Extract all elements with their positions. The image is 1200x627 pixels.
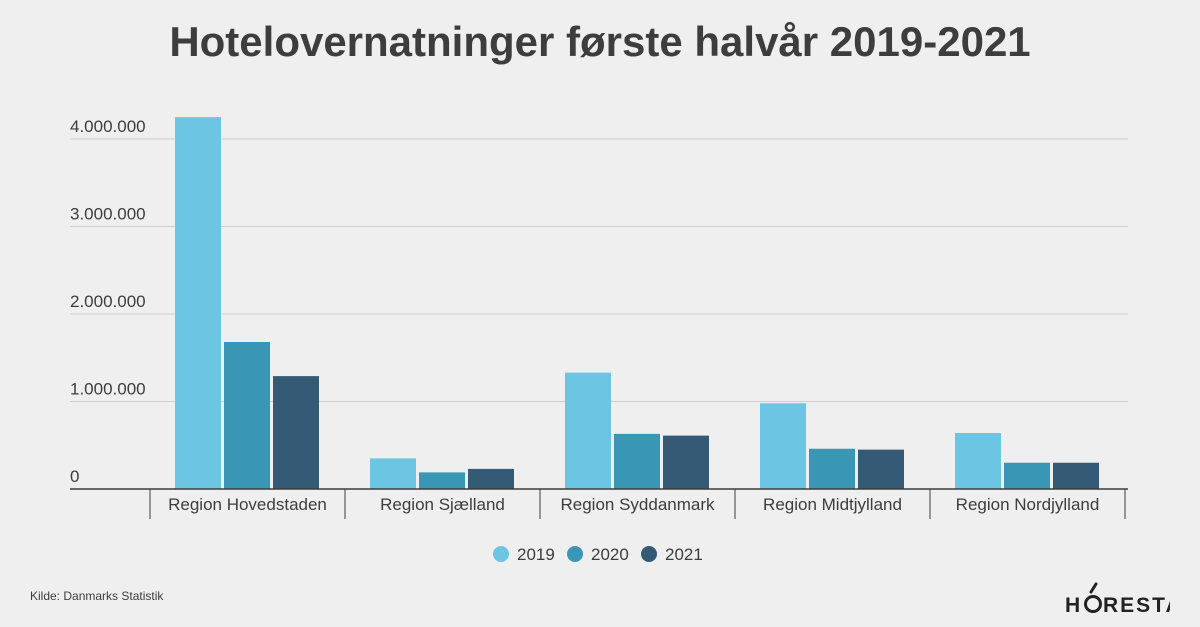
svg-text:RESTA: RESTA	[1103, 594, 1170, 616]
legend-label: 2019	[517, 545, 555, 564]
bar-2021-4	[858, 449, 904, 489]
svg-text:H: H	[1065, 594, 1082, 616]
bar-2021-2	[468, 468, 514, 489]
legend-swatch-2019	[493, 546, 509, 562]
legend: 2019 2020 2021	[493, 545, 703, 564]
horesta-logo: H RESTA	[1065, 582, 1181, 621]
x-tick-label: Region Sjælland	[380, 495, 505, 514]
bar-2019-1	[175, 117, 221, 489]
y-tick-label: 1.000.000	[70, 380, 146, 399]
bar-2021-5	[1053, 462, 1099, 489]
source-note: Kilde: Danmarks Statistik	[30, 589, 164, 603]
bar-2020-2	[419, 472, 465, 489]
legend-label: 2020	[591, 545, 629, 564]
bar-2019-4	[760, 403, 806, 489]
y-tick-label: 4.000.000	[70, 117, 146, 136]
bar-2019-2	[370, 458, 416, 489]
x-tick-label: Region Midtjylland	[763, 495, 902, 514]
legend-swatch-2020	[567, 546, 583, 562]
x-axis	[70, 488, 1128, 519]
bar-2020-4	[809, 448, 855, 489]
x-tick-label: Region Nordjylland	[956, 495, 1100, 514]
y-tick-label: 2.000.000	[70, 292, 146, 311]
bar-2021-1	[273, 376, 319, 489]
x-tick-label: Region Syddanmark	[560, 495, 715, 514]
bars	[175, 117, 1099, 489]
bar-2019-3	[565, 372, 611, 489]
bar-2019-5	[955, 433, 1001, 489]
bar-2020-5	[1004, 462, 1050, 489]
bar-2020-1	[224, 342, 270, 489]
chart-title: Hotelovernatninger første halvår 2019-20…	[169, 18, 1031, 65]
x-tick-label: Region Hovedstaden	[168, 495, 327, 514]
x-axis-ticks: Region Hovedstaden Region Sjælland Region …	[168, 495, 1099, 514]
y-tick-label: 0	[70, 467, 79, 486]
legend-swatch-2021	[641, 546, 657, 562]
horesta-logo-mark: H RESTA	[1065, 582, 1181, 617]
bar-2020-3	[614, 433, 660, 489]
y-tick-label: 3.000.000	[70, 205, 146, 224]
legend-label: 2021	[665, 545, 703, 564]
bar-2021-3	[663, 435, 709, 489]
y-axis-ticks: 0 1.000.000 2.000.000 3.000.000 4.000.000	[70, 117, 146, 486]
